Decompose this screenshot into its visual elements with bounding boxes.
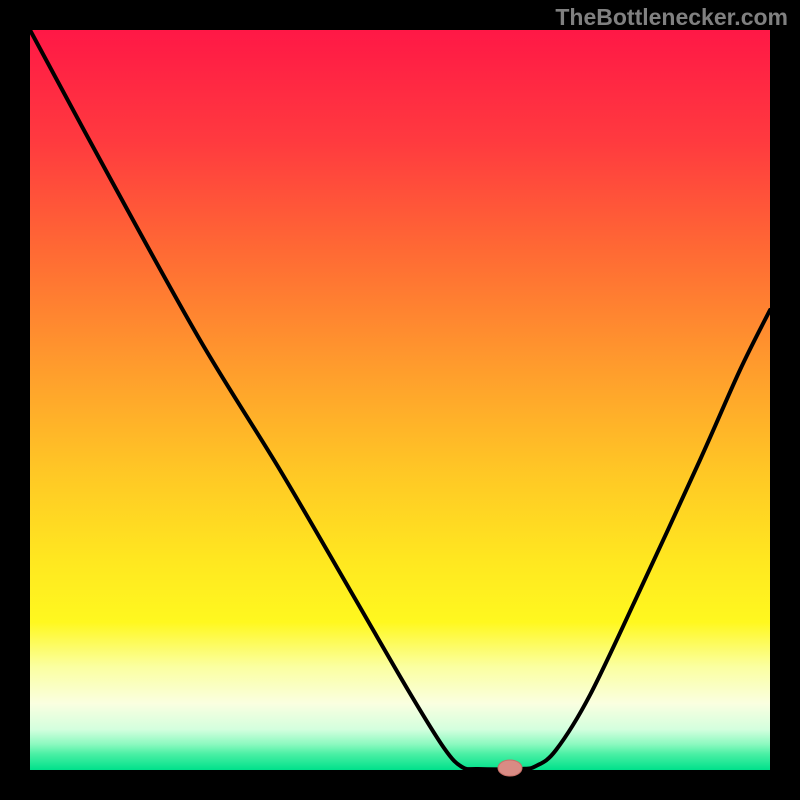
chart-container: TheBottlenecker.com: [0, 0, 800, 800]
optimal-point-marker: [498, 760, 522, 776]
plot-gradient-background: [30, 30, 770, 770]
chart-svg: [0, 0, 800, 800]
